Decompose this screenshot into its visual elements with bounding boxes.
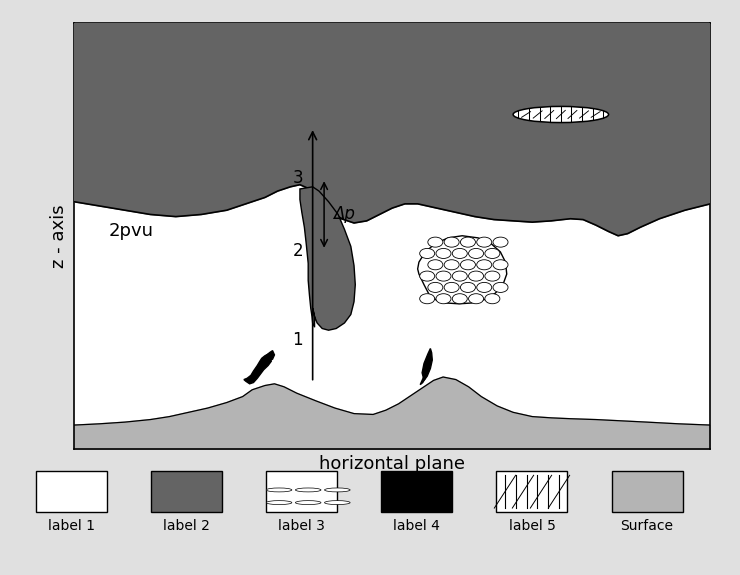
Circle shape (452, 248, 467, 259)
Circle shape (468, 271, 483, 281)
Text: 3: 3 (292, 169, 303, 187)
Circle shape (266, 501, 292, 505)
Polygon shape (417, 236, 507, 304)
Circle shape (325, 488, 350, 492)
Circle shape (477, 260, 492, 270)
Circle shape (295, 501, 321, 505)
Text: Δp: Δp (333, 205, 355, 224)
Text: Surface: Surface (621, 519, 673, 533)
Text: label 2: label 2 (164, 519, 210, 533)
Circle shape (485, 248, 500, 259)
Circle shape (468, 294, 483, 304)
Text: 2: 2 (292, 242, 303, 260)
X-axis label: horizontal plane: horizontal plane (319, 455, 465, 473)
Circle shape (493, 237, 508, 247)
Circle shape (428, 237, 443, 247)
Circle shape (485, 294, 500, 304)
Circle shape (436, 294, 451, 304)
Circle shape (325, 501, 350, 505)
Bar (611, 471, 682, 512)
Circle shape (444, 282, 459, 293)
Circle shape (460, 282, 475, 293)
Text: label 5: label 5 (508, 519, 556, 533)
Text: label 1: label 1 (48, 519, 95, 533)
Polygon shape (74, 23, 710, 236)
Text: label 4: label 4 (394, 519, 440, 533)
Bar (381, 471, 452, 512)
Polygon shape (244, 354, 272, 384)
Ellipse shape (513, 106, 608, 122)
Circle shape (420, 248, 434, 259)
Circle shape (266, 488, 292, 492)
Polygon shape (422, 348, 432, 381)
Circle shape (420, 294, 434, 304)
Text: label 3: label 3 (278, 519, 326, 533)
Circle shape (468, 248, 483, 259)
Circle shape (493, 282, 508, 293)
Polygon shape (300, 187, 355, 330)
Bar (266, 471, 337, 512)
Circle shape (452, 294, 467, 304)
Circle shape (444, 237, 459, 247)
Polygon shape (420, 376, 425, 385)
Circle shape (428, 260, 443, 270)
Bar (497, 471, 568, 512)
Circle shape (428, 282, 443, 293)
Circle shape (420, 271, 434, 281)
Circle shape (295, 488, 321, 492)
Bar (151, 471, 222, 512)
Circle shape (485, 271, 500, 281)
Text: 2pvu: 2pvu (109, 223, 154, 240)
Circle shape (436, 271, 451, 281)
Y-axis label: z - axis: z - axis (50, 204, 68, 267)
Circle shape (452, 271, 467, 281)
Circle shape (477, 237, 492, 247)
Circle shape (460, 237, 475, 247)
Circle shape (436, 248, 451, 259)
Circle shape (460, 260, 475, 270)
Polygon shape (74, 377, 710, 425)
Polygon shape (265, 351, 275, 361)
Circle shape (444, 260, 459, 270)
Circle shape (477, 282, 492, 293)
Text: 1: 1 (292, 331, 303, 349)
Bar (36, 471, 107, 512)
Circle shape (493, 260, 508, 270)
